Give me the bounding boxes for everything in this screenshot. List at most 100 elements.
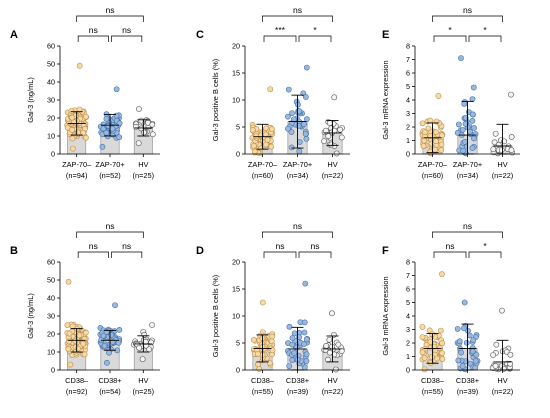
data-point xyxy=(439,356,446,362)
data-point xyxy=(76,62,83,69)
data-point xyxy=(303,136,310,142)
data-point xyxy=(251,143,257,149)
x-tick-label: CD38+ xyxy=(456,376,479,385)
sample-size-label: (n=22) xyxy=(492,387,514,396)
data-point xyxy=(149,121,156,128)
data-point xyxy=(456,338,463,345)
y-axis-label: Gal-3 (ng/mL) xyxy=(26,77,35,123)
data-point xyxy=(289,110,295,116)
x-tick-label: HV xyxy=(497,376,507,385)
y-tick-label: 0 xyxy=(51,366,55,375)
data-point xyxy=(338,348,345,354)
significance-label: * xyxy=(448,25,452,35)
data-point xyxy=(439,132,445,139)
data-point xyxy=(462,120,469,127)
data-point xyxy=(427,133,434,139)
significance-label: ns xyxy=(89,25,98,35)
y-tick-label: 5 xyxy=(406,82,410,91)
panel-a: A Gal-3 (ng/mL) 0 10 20 30 40 50 60 ZAP-70– (n=94)… xyxy=(10,5,160,180)
significance-bracket xyxy=(263,251,297,258)
panel-c: C Gal-3 positive B cells (%) 0 5 10 15 20 ZAP-7… xyxy=(196,5,350,180)
data-point xyxy=(301,319,308,326)
significance-bracket xyxy=(433,35,467,42)
sample-size-label: (n=94) xyxy=(66,171,88,180)
significance-label: ns xyxy=(463,221,472,231)
significance-bracket xyxy=(433,251,467,258)
significance-bracket xyxy=(298,251,332,258)
data-point xyxy=(425,125,432,132)
sample-size-label: (n=54) xyxy=(99,387,121,396)
data-point xyxy=(113,112,120,119)
data-point xyxy=(249,127,256,134)
significance-bracket xyxy=(111,251,143,258)
data-point xyxy=(113,86,120,93)
panel-e: E Gal-3 mRNA expression 0 1 2 3 4 5 6 7 8 ZAP-70– (n… xyxy=(381,5,520,180)
data-point xyxy=(112,302,118,309)
data-point xyxy=(289,341,296,348)
data-point xyxy=(462,114,469,121)
data-point xyxy=(473,351,480,358)
data-point xyxy=(507,351,514,358)
data-point xyxy=(461,299,468,306)
x-tick-label: CD38+ xyxy=(98,376,121,385)
data-point xyxy=(106,349,112,356)
data-point xyxy=(337,126,344,133)
significance-bracket xyxy=(262,15,333,22)
significance-bracket xyxy=(263,35,297,42)
sample-size-label: (n=34) xyxy=(457,171,479,180)
data-point xyxy=(288,129,295,135)
data-point xyxy=(268,143,275,150)
data-point xyxy=(149,322,155,328)
sample-size-label: (n=22) xyxy=(492,171,514,180)
x-tick-label: ZAP-70+ xyxy=(283,160,312,169)
y-tick-label: 10 xyxy=(232,96,240,105)
data-point xyxy=(266,360,273,367)
data-point xyxy=(321,138,327,145)
data-point xyxy=(471,125,477,131)
data-point xyxy=(75,129,81,136)
y-tick-label: 40 xyxy=(47,78,55,87)
panel-letter: E xyxy=(382,29,389,41)
data-point xyxy=(135,140,142,147)
significance-label: ns xyxy=(310,241,319,251)
data-point xyxy=(325,133,332,139)
data-point xyxy=(264,136,271,143)
data-point xyxy=(438,147,445,153)
data-point xyxy=(288,144,295,151)
y-tick-label: 0 xyxy=(406,150,410,159)
significance-label: * xyxy=(313,25,317,35)
data-point xyxy=(460,147,467,154)
data-point xyxy=(338,134,345,141)
data-point xyxy=(136,106,142,112)
panel-letter: B xyxy=(10,245,18,257)
data-point xyxy=(138,117,145,124)
data-point xyxy=(259,299,266,306)
y-tick-label: 0 xyxy=(51,150,55,159)
x-tick-label: HV xyxy=(327,376,337,385)
y-tick-label: 30 xyxy=(47,96,55,105)
data-point xyxy=(149,131,156,138)
data-point xyxy=(103,115,110,122)
data-point xyxy=(459,126,466,133)
data-point xyxy=(296,148,303,155)
y-tick-label: 4 xyxy=(406,312,410,321)
significance-bracket xyxy=(77,251,109,258)
data-point xyxy=(469,145,476,152)
data-point xyxy=(326,336,333,343)
sample-size-label: (n=25) xyxy=(133,171,155,180)
panel-letter: D xyxy=(196,245,204,257)
significance-bracket xyxy=(432,15,503,22)
significance-label: ns xyxy=(105,221,114,231)
data-point xyxy=(115,339,122,346)
y-axis-label: Gal-3 mRNA expression xyxy=(381,276,390,355)
data-point xyxy=(289,357,295,363)
data-point xyxy=(146,346,152,353)
data-point xyxy=(455,357,462,364)
data-point xyxy=(69,114,75,121)
y-tick-label: 15 xyxy=(232,69,240,78)
data-point xyxy=(103,129,110,136)
data-point xyxy=(421,129,428,136)
data-point xyxy=(65,346,72,352)
data-point xyxy=(295,122,302,129)
data-point xyxy=(463,339,470,346)
